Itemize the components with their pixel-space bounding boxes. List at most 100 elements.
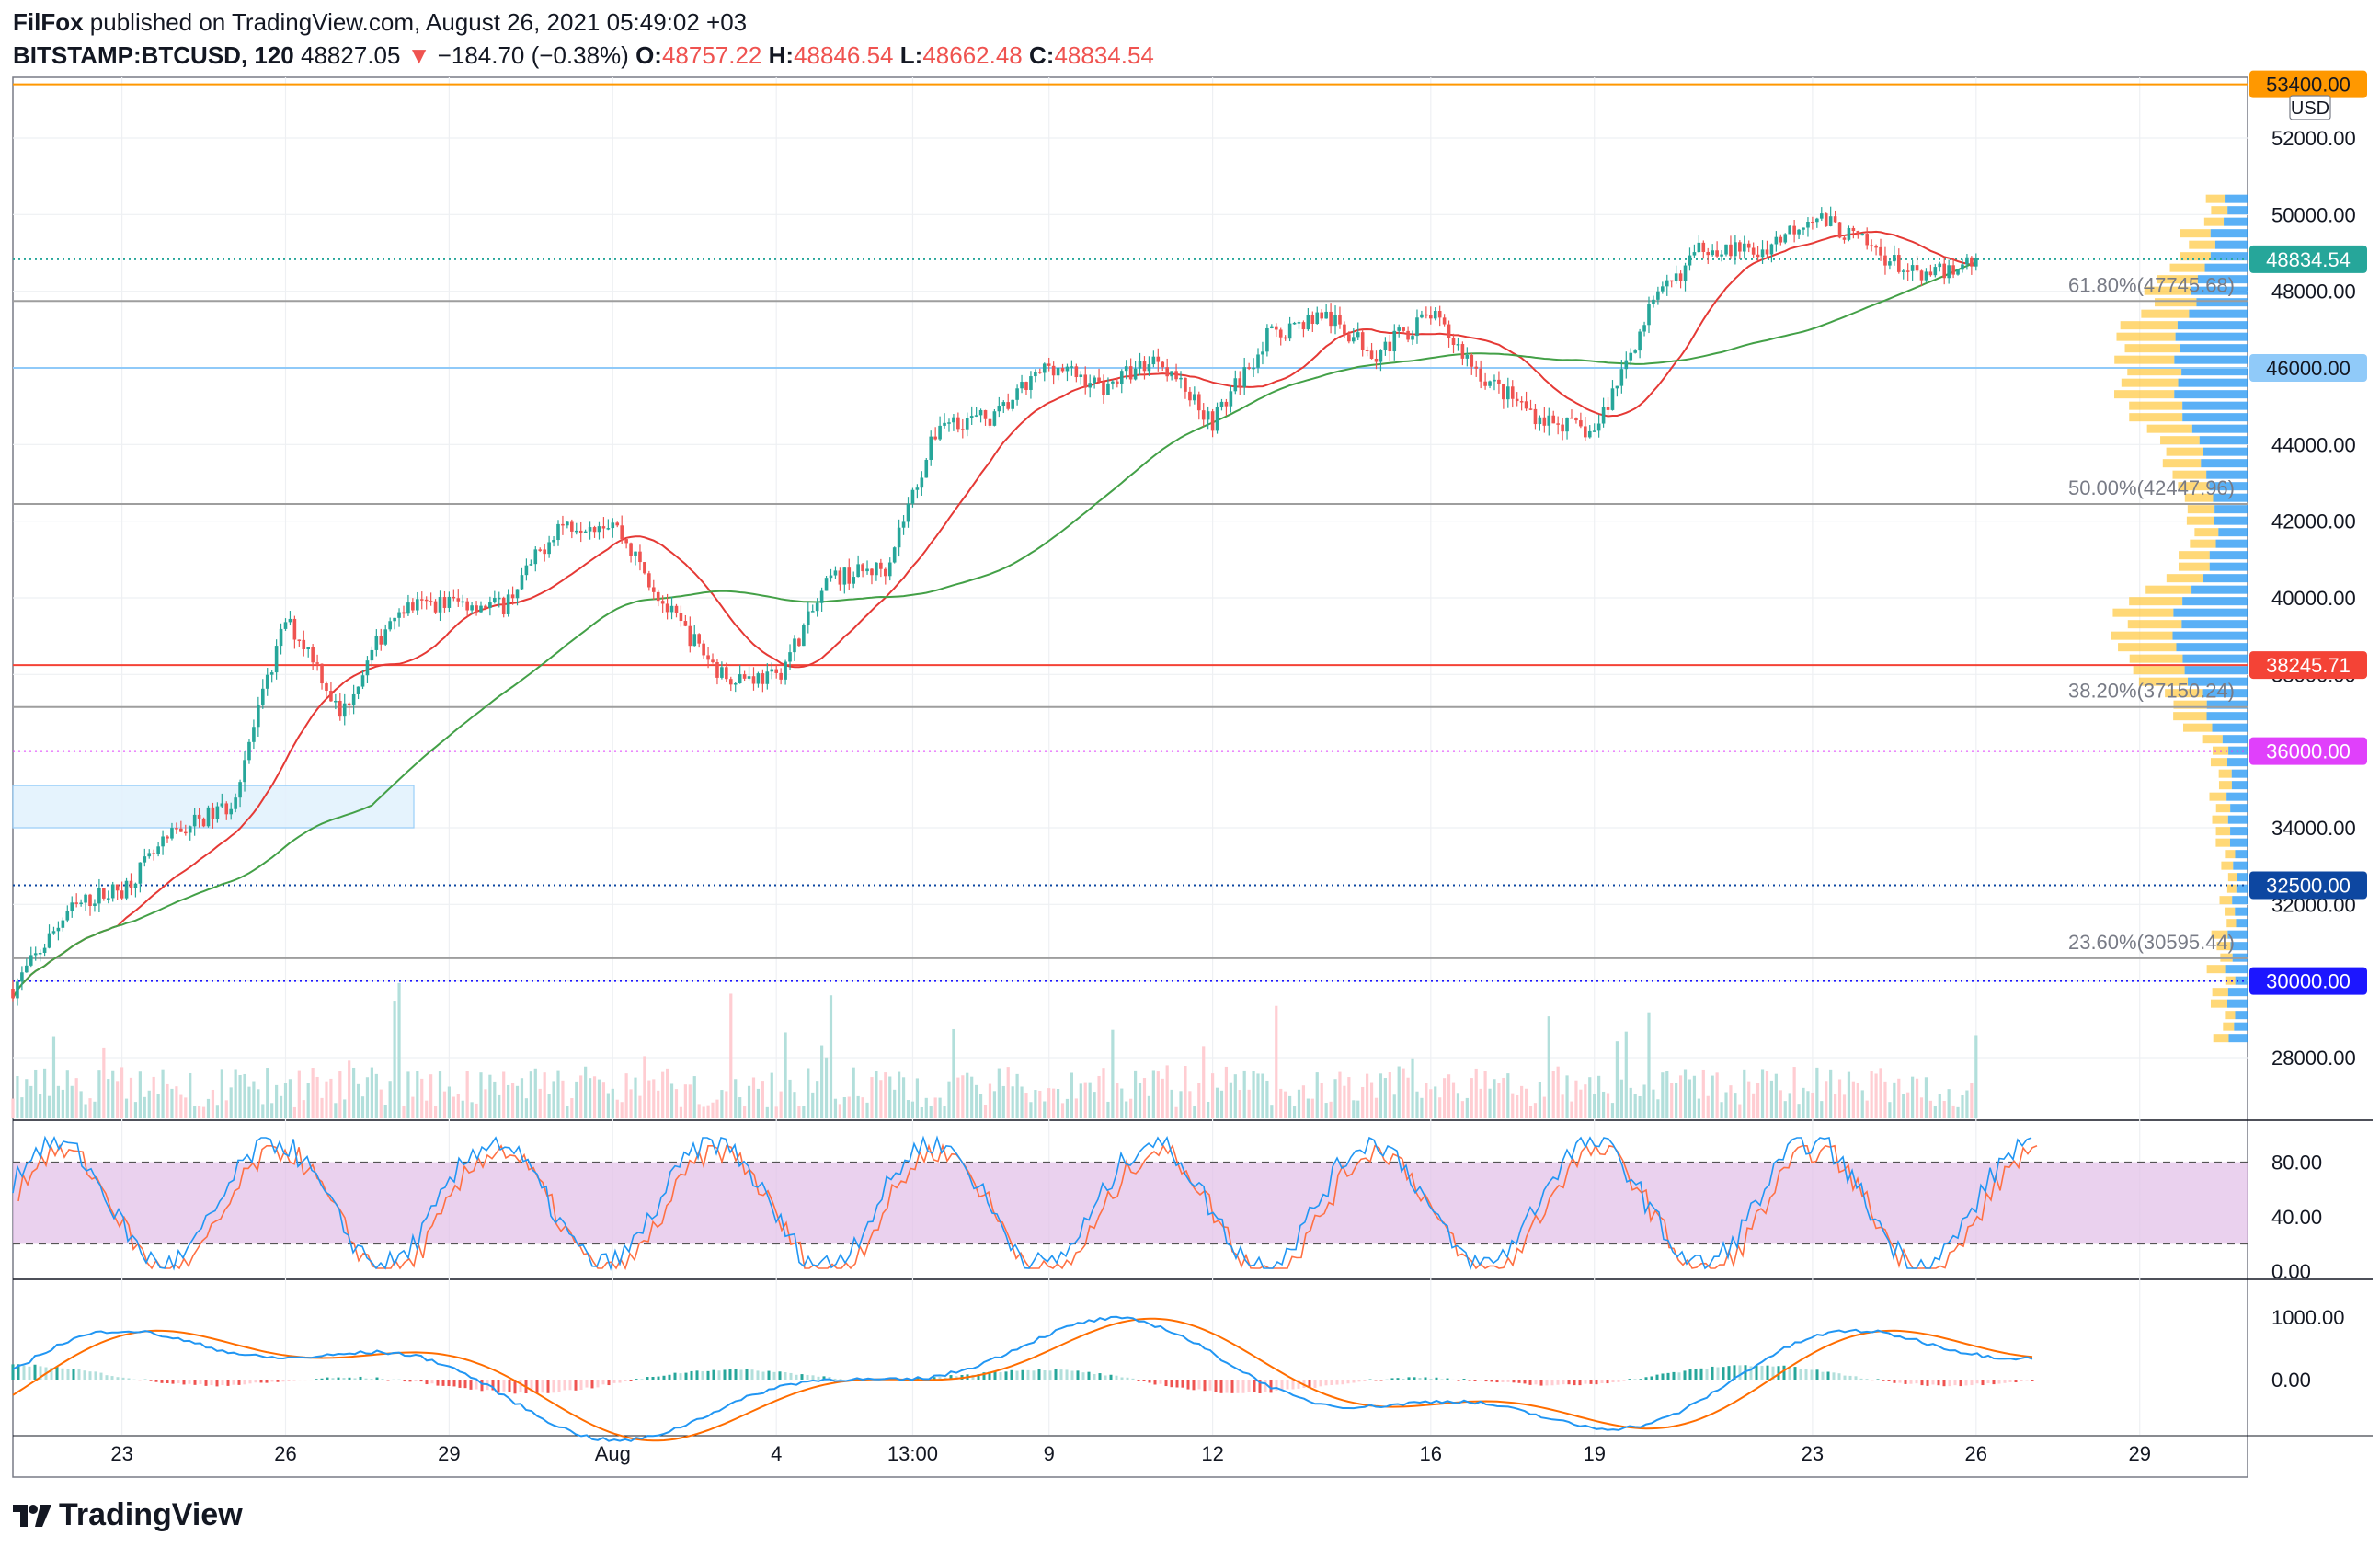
macd-histogram-bar [1286,1380,1289,1390]
last-price: 48827.05 [301,41,401,69]
volume-bar [1397,1066,1401,1118]
macd-histogram-bar [1981,1380,1985,1386]
volume-bar [729,993,733,1118]
volume-bar [847,1096,851,1118]
volume-bar [1034,1090,1037,1118]
macd-histogram-bar [1225,1380,1229,1393]
candle-body [643,562,646,574]
candle-body [1252,367,1255,370]
candle-body [325,683,328,692]
candle-body [543,549,546,555]
volume-bar [1619,1079,1623,1118]
macd-histogram-bar [1473,1380,1477,1381]
volume-profile-bar-blue [2235,976,2248,985]
volume-bar [756,1088,761,1118]
macd-histogram-bar [1716,1367,1720,1380]
macd-histogram-bar [166,1380,169,1384]
volume-bar [1451,1082,1456,1118]
candle-body [1524,401,1528,409]
volume-bar [865,1102,869,1118]
volume-bar [1938,1094,1941,1118]
macd-histogram-bar [1076,1370,1080,1380]
candle-body [70,902,74,912]
macd-histogram-bar [1264,1380,1267,1392]
candle-body [1506,386,1510,400]
volume-bar [1906,1092,1910,1118]
candle-body [538,549,543,551]
date-tick-label: 29 [2128,1442,2150,1465]
candle-body [133,883,138,888]
macd-histogram-bar [491,1380,495,1391]
volume-bar [138,1071,142,1118]
volume-profile-bar-blue [2209,551,2248,560]
macd-histogram-bar [761,1371,765,1380]
volume-bar [1460,1101,1464,1118]
candle-body [529,564,533,566]
symbol-label[interactable]: BITSTAMP:BTCUSD, 120 [13,41,294,69]
candle-body [1797,229,1801,235]
macd-histogram-bar [679,1373,682,1380]
candle-body [388,621,392,630]
volume-profile-bar-blue [2225,965,2248,974]
volume-bar [765,1106,769,1118]
volume-bar [1116,1083,1119,1118]
candle-body [188,826,192,833]
volume-bar [711,1102,715,1118]
volume-bar [1415,1091,1419,1118]
date-tick-label: 26 [1965,1442,1987,1465]
candle-body [1261,351,1264,355]
author-name[interactable]: FilFox [13,8,84,36]
volume-bar [88,1098,92,1118]
macd-histogram-bar [568,1380,572,1391]
volume-profile-bar-yellow [2129,597,2183,606]
volume-profile-bar-yellow [2120,321,2178,330]
volume-bar [411,1096,415,1118]
candle-body [520,575,524,590]
volume-bar [1147,1095,1151,1118]
volume-bar [570,1098,574,1118]
macd-histogram-bar [1920,1380,1924,1386]
macd-histogram-bar [745,1369,749,1380]
macd-histogram-bar [1319,1380,1322,1387]
macd-histogram-bar [1506,1380,1510,1382]
candle-body [1406,330,1410,340]
candle-body [1297,322,1301,324]
candle-body [224,803,229,815]
candle-body [1256,354,1260,368]
volume-bar [447,1086,451,1118]
volume-bar [247,1086,251,1118]
volume-bar [861,1097,864,1118]
volume-bar [1215,1087,1219,1118]
candle-body [1184,377,1187,392]
macd-histogram-bar [971,1374,975,1380]
macd-histogram-bar [1749,1366,1753,1380]
candle-body [597,526,601,533]
candle-body [1447,324,1451,338]
candle-body [1097,377,1101,382]
candle-body [497,597,501,600]
volume-bar [1624,1031,1628,1118]
macd-histogram-bar [1705,1369,1709,1380]
candle-body [1910,265,1915,271]
macd-histogram-bar [1446,1378,1449,1380]
macd-histogram-bar [712,1369,715,1380]
candle-body [774,669,778,673]
volume-bar [270,1103,274,1118]
candle-body [1174,371,1178,380]
chart-svg[interactable]: 61.80%(47745.68) 50.00%(42447.96) 38.20%(3… [0,0,2380,1490]
candle-body [1806,222,1810,228]
volume-bar [669,1083,674,1118]
stochastic-d-line [17,1143,2038,1271]
high-label: H: [768,41,795,69]
macd-histogram-bar [430,1380,434,1384]
volume-bar [983,1104,988,1118]
candle-body [1460,344,1465,359]
volume-bar [129,1077,133,1118]
tradingview-logo[interactable]: TradingView [13,1497,243,1535]
macd-signal-line [12,1317,2033,1442]
volume-bar [829,995,833,1118]
volume-bar [488,1074,492,1118]
candle-body [179,828,183,832]
volume-bar [1242,1070,1246,1118]
candle-body [1451,338,1456,345]
